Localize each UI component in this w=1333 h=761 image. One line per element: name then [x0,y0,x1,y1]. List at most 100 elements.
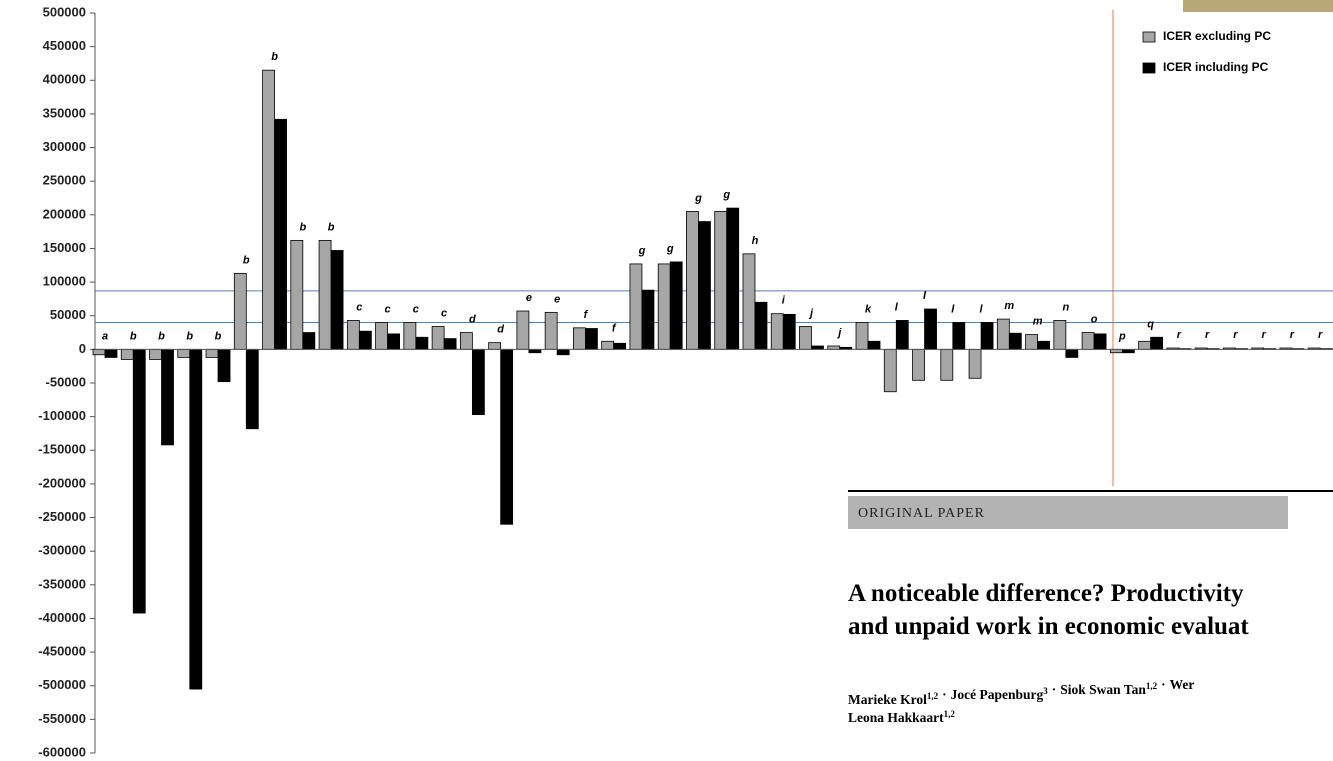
bar [698,221,711,350]
y-tick-label: -250000 [38,509,86,524]
bar [629,263,643,350]
y-tick-label: 0 [79,341,86,356]
bar [290,239,304,350]
bar [1150,336,1164,350]
category-label: b [328,221,335,233]
paper-title: A noticeable difference? Productivity [848,580,1244,607]
bar [415,336,429,350]
bar [770,313,784,350]
paper-panel [822,486,1333,761]
bar [980,322,994,350]
category-label: b [130,330,137,342]
separator: · [1161,677,1166,692]
author-name: Siok Swan Tan [1060,682,1146,697]
y-tick-label: -500000 [38,677,86,692]
bar [1109,348,1123,354]
category-label: g [666,243,674,255]
bar [358,330,372,350]
y-tick-label: -300000 [38,543,86,558]
y-tick-label: -450000 [38,644,86,659]
bar [669,261,683,350]
bar [714,211,728,350]
category-label: b [299,221,306,233]
bar [1121,348,1135,354]
y-tick-label: 300000 [43,139,86,154]
paper-authors: Marieke Krol1,2 · Jocé Papenburg3 · Siok Swa… [848,677,1194,707]
bar [686,211,699,350]
bar [120,348,134,360]
category-label: l [923,290,927,302]
category-label: g [694,192,702,204]
bar [1081,332,1095,350]
category-label: r [1177,329,1182,341]
category-label: f [584,309,589,321]
bar [573,327,586,350]
author-affiliation: 1,2 [944,709,956,719]
bar [189,348,203,690]
paper-title: and unpaid work in economic evaluat [848,613,1249,640]
bar [883,348,897,393]
category-label: b [243,254,250,266]
bar [799,326,812,350]
bar [782,313,796,350]
y-tick-label: -200000 [38,475,86,490]
legend-label: ICER including PC [1163,60,1269,74]
y-tick-label: 500000 [43,4,86,19]
y-tick-label: -50000 [46,374,86,389]
bar [161,348,174,446]
author-affiliation: 1,2 [1146,681,1158,691]
bar [245,348,259,430]
author-name: Wer [1170,677,1195,692]
category-label: e [526,292,532,304]
bar [855,322,869,350]
bar [895,320,909,350]
bar [403,322,417,350]
category-label: l [951,303,955,315]
category-label: f [612,322,617,334]
category-label: l [895,301,899,313]
y-tick-label: -350000 [38,576,86,591]
category-label: c [385,303,391,315]
bar [1037,340,1050,350]
y-tick-label: -400000 [38,610,86,625]
category-label: r [1205,329,1210,341]
y-tick-label: 200000 [43,206,86,221]
category-label: b [215,330,222,342]
category-label: b [158,330,165,342]
bar [1053,320,1067,350]
y-tick-label: 250000 [43,173,86,188]
category-label: k [865,303,872,315]
bar [556,348,570,356]
y-tick-label: 400000 [43,72,86,87]
bar [443,338,457,350]
category-label: g [722,189,730,201]
bar [940,348,954,381]
bar [726,207,740,350]
bar [811,345,824,350]
author-affiliation: 3 [1043,686,1048,696]
y-tick-label: -100000 [38,408,86,423]
bar [205,348,219,358]
legend-swatch [1142,31,1156,43]
legend-label: ICER excluding PC [1163,29,1271,43]
bar [104,348,118,358]
bar [302,332,316,350]
category-label: p [1118,330,1126,342]
y-tick-label: 100000 [43,274,86,289]
bar [459,332,473,350]
bar [657,263,671,350]
bar [742,253,756,350]
category-label: c [356,301,362,313]
category-label: c [441,307,447,319]
bar [233,272,247,350]
bar [274,118,287,350]
bar [528,348,542,354]
bar [1008,332,1022,350]
bar [132,348,146,614]
author-affiliation: 1,2 [927,691,939,701]
bar [544,311,558,350]
category-label: j [836,327,842,339]
paper-authors: Leona Hakkaart1,2 [848,709,955,725]
bar [92,348,106,356]
